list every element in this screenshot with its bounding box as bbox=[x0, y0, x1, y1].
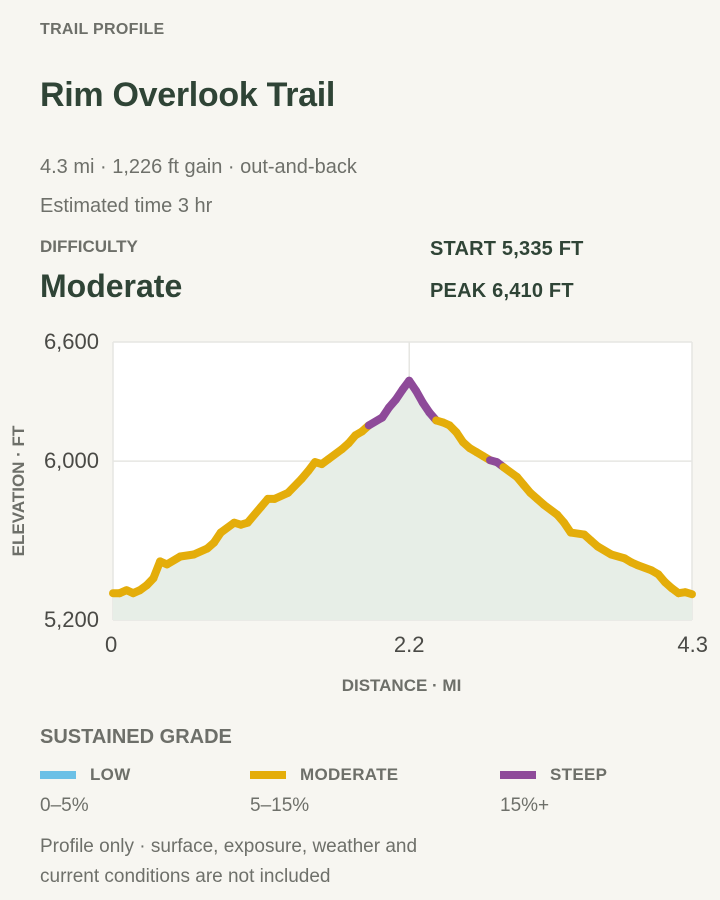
legend-label-low: LOW bbox=[90, 765, 131, 784]
y-tick-label: 6,600 bbox=[44, 329, 99, 354]
y-axis-label: ELEVATION · FT bbox=[9, 425, 28, 556]
start-elevation: START 5,335 FT bbox=[430, 238, 584, 260]
legend-item-low: LOW 0–5% bbox=[40, 765, 131, 817]
legend-range-steep: 15%+ bbox=[500, 795, 550, 816]
footnote: Profile only · surface, exposure, weathe… bbox=[40, 836, 418, 887]
legend-item-moderate: MODERATE 5–15% bbox=[250, 765, 398, 817]
elevation-area bbox=[113, 380, 692, 620]
page-title: Rim Overlook Trail bbox=[40, 76, 336, 114]
y-tick-label: 5,200 bbox=[44, 607, 99, 632]
legend-swatch-low bbox=[40, 771, 76, 779]
legend-range-low: 0–5% bbox=[40, 795, 89, 816]
x-tick-label: 4.3 bbox=[677, 632, 708, 657]
profile-segment-moderate bbox=[681, 588, 696, 599]
legend-item-steep: STEEP 15%+ bbox=[500, 765, 607, 817]
legend-label-moderate: MODERATE bbox=[300, 765, 399, 784]
trail-summary: 4.3 mi · 1,226 ft gain · out-and-back bbox=[40, 156, 357, 178]
eyebrow-label: TRAIL PROFILE bbox=[40, 21, 165, 38]
difficulty-value: Moderate bbox=[40, 268, 183, 304]
legend-title: SUSTAINED GRADE bbox=[40, 726, 232, 748]
legend-swatch-steep bbox=[500, 771, 536, 779]
peak-elevation: PEAK 6,410 FT bbox=[430, 280, 574, 302]
y-tick-label: 6,000 bbox=[44, 448, 99, 473]
x-tick-label: 0 bbox=[105, 632, 117, 657]
legend-label-steep: STEEP bbox=[550, 765, 608, 784]
legend-swatch-moderate bbox=[250, 771, 286, 779]
x-axis-label: DISTANCE · MI bbox=[342, 676, 462, 695]
x-tick-label: 2.2 bbox=[394, 632, 425, 657]
estimated-time: Estimated time 3 hr bbox=[40, 195, 213, 217]
legend-range-moderate: 5–15% bbox=[250, 795, 310, 816]
difficulty-label: DIFFICULTY bbox=[40, 237, 138, 256]
